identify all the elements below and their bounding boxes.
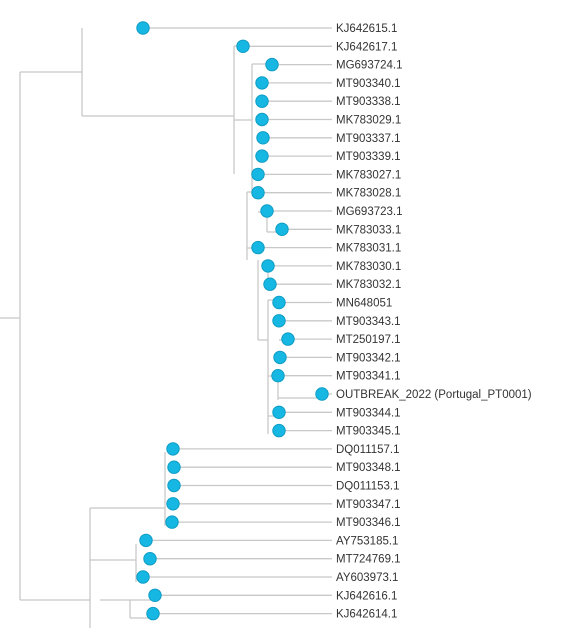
tip-node-marker[interactable]	[136, 21, 150, 35]
tip-label: MK783027.1	[336, 169, 401, 181]
tip-node-marker[interactable]	[139, 533, 153, 548]
tip-node-marker[interactable]	[166, 497, 180, 511]
tip-node-marker[interactable]	[261, 259, 275, 273]
tip-label: MT903347.1	[336, 499, 401, 511]
tip-node-marker[interactable]	[146, 606, 160, 621]
tip-node-marker[interactable]	[251, 186, 265, 200]
tip-node-marker[interactable]	[236, 39, 250, 53]
tip-node-marker[interactable]	[256, 131, 270, 145]
tip-node-marker[interactable]	[272, 405, 286, 419]
tip-node-marker[interactable]	[251, 240, 265, 255]
tip-node-marker[interactable]	[255, 112, 269, 127]
tip-label: MG693723.1	[336, 206, 403, 218]
tip-node-marker[interactable]	[143, 552, 157, 566]
tip-node-marker[interactable]	[263, 277, 277, 291]
tip-node-marker[interactable]	[272, 314, 286, 328]
tip-node-marker[interactable]	[273, 350, 287, 365]
tip-node-marker[interactable]	[281, 332, 295, 346]
tip-label: AY603973.1	[336, 572, 398, 584]
tip-node-marker[interactable]	[136, 570, 150, 584]
tip-node-marker[interactable]	[255, 94, 269, 108]
tip-node-marker[interactable]	[271, 369, 285, 383]
tip-label: KJ642617.1	[336, 41, 397, 53]
tip-label: MK783028.1	[336, 188, 401, 200]
tip-label: MK783030.1	[336, 261, 401, 273]
tip-label: MG693724.1	[336, 60, 403, 72]
tip-label: DQ011157.1	[336, 444, 400, 456]
tip-label: MT250197.1	[336, 334, 401, 346]
tip-label: MT903338.1	[336, 96, 401, 108]
tip-label: OUTBREAK_2022 (Portugal_PT0001)	[336, 389, 532, 401]
tip-label: MT903344.1	[336, 407, 401, 419]
tip-label: MN648051	[336, 298, 392, 310]
tip-node-marker[interactable]	[272, 295, 286, 310]
tip-labels: KJ642615.1 KJ642617.1 MG693724.1 MT903340.1…	[336, 23, 532, 621]
tip-label: MT724769.1	[336, 554, 401, 566]
tip-label: MT903345.1	[336, 426, 401, 438]
tip-node-marker[interactable]	[255, 149, 269, 163]
tip-label: MT903342.1	[336, 352, 401, 364]
tip-label: MT903343.1	[336, 316, 401, 328]
tip-label: MT903348.1	[336, 462, 401, 474]
tip-label: MK783029.1	[336, 115, 401, 127]
tip-node-marker[interactable]	[165, 515, 179, 529]
tip-label: MT903341.1	[336, 371, 401, 383]
tip-label: KJ642616.1	[336, 590, 397, 602]
tip-label: MK783033.1	[336, 224, 401, 236]
tip-node-marker[interactable]	[272, 423, 286, 438]
tip-label: KJ642615.1	[336, 23, 397, 35]
tip-node-marker[interactable]	[166, 442, 180, 456]
tip-label: MT903340.1	[336, 78, 401, 90]
tip-node-marker[interactable]	[251, 167, 265, 182]
tip-label: MK783032.1	[336, 279, 401, 291]
tip-label: MT903339.1	[336, 151, 401, 163]
tip-label: MT903346.1	[336, 517, 401, 529]
tip-label: MT903337.1	[336, 133, 401, 145]
tip-node-marker[interactable]	[260, 204, 274, 218]
tip-node-marker[interactable]	[315, 387, 329, 401]
tip-markers	[136, 21, 329, 621]
tip-node-marker[interactable]	[167, 460, 181, 474]
tip-label: AY753185.1	[336, 535, 398, 547]
tip-label: DQ011153.1	[336, 481, 400, 493]
tip-label: MK783031.1	[336, 243, 401, 255]
tip-label: KJ642614.1	[336, 609, 397, 621]
tip-node-marker[interactable]	[275, 222, 289, 237]
tip-node-marker[interactable]	[148, 588, 162, 602]
tip-node-marker[interactable]	[265, 57, 279, 72]
tip-node-marker[interactable]	[255, 76, 269, 90]
tree-branches	[0, 27, 332, 628]
tip-node-marker[interactable]	[167, 478, 181, 493]
